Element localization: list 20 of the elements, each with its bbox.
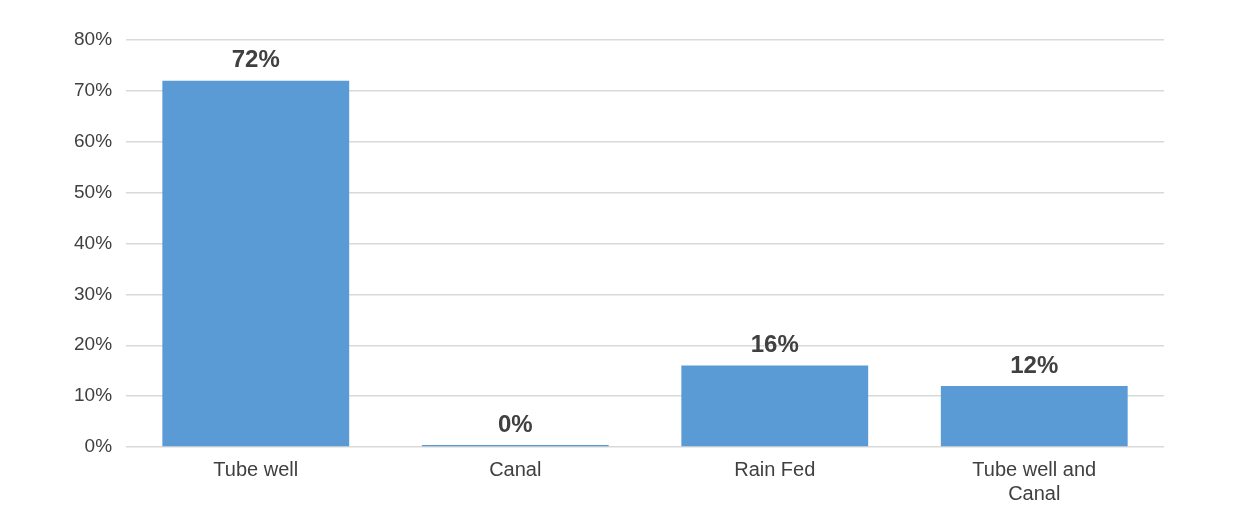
x-tick-label: Tube well and Canal xyxy=(972,457,1097,504)
y-tick-label: 30% xyxy=(74,282,113,304)
data-label: 0% xyxy=(497,409,533,437)
y-tick-label: 60% xyxy=(74,129,113,151)
y-tick-label: 80% xyxy=(74,28,113,50)
y-tick-label: 10% xyxy=(74,384,113,406)
x-tick-label: Rain Fed xyxy=(734,457,816,480)
bar xyxy=(940,385,1128,447)
bar xyxy=(162,80,350,447)
y-tick-label: 40% xyxy=(74,231,113,253)
data-label: 16% xyxy=(750,330,799,358)
y-tick-label: 50% xyxy=(74,180,113,202)
x-tick-label: Canal xyxy=(489,457,542,480)
y-tick-label: 0% xyxy=(84,435,113,457)
y-tick-label: 20% xyxy=(74,333,113,355)
data-label: 12% xyxy=(1010,350,1059,378)
y-tick-label: 70% xyxy=(74,79,113,101)
bar xyxy=(681,365,869,447)
data-label: 72% xyxy=(231,45,280,73)
x-tick-label: Tube well xyxy=(213,457,299,480)
